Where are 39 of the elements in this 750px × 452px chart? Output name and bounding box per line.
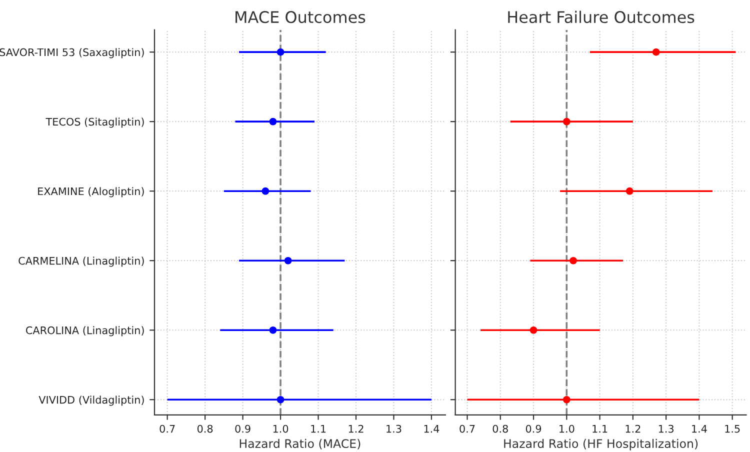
x-tick-label: 1.1 [592, 424, 608, 433]
x-tick-label: 1.5 [725, 424, 740, 433]
x-axis-title: Hazard Ratio (MACE) [240, 438, 360, 450]
point [269, 326, 277, 334]
x-tick-label: 1.2 [348, 424, 364, 433]
point [269, 118, 277, 126]
point [562, 396, 570, 404]
x-tick-label: 0.9 [526, 424, 542, 433]
chart-title: MACE Outcomes [236, 11, 366, 24]
x-tick-label: 0.8 [492, 424, 508, 433]
x-tick-label: 0.7 [160, 424, 175, 433]
chart-title: Heart Failure Outcomes [508, 10, 694, 24]
point [276, 396, 284, 404]
x-tick-label: 1.3 [386, 424, 402, 433]
y-tick-label: TECOS (Sitagliptin) [46, 118, 144, 128]
x-tick-label: 1.3 [658, 424, 674, 433]
x-tick-label: 1.0 [273, 424, 288, 433]
x-tick-label: 1.4 [424, 424, 440, 433]
point [626, 187, 634, 195]
x-tick-label: 1.0 [560, 424, 574, 433]
x-tick-label: 0.7 [460, 424, 475, 433]
x-tick-label: 1.2 [626, 424, 640, 433]
x-tick-label: 0.9 [235, 424, 250, 433]
y-tick-label: EXAMINE (Alogliptin) [38, 187, 144, 198]
y-tick-label: SAVOR-TIMI 53 (Saxagliptin) [0, 48, 144, 58]
point [530, 326, 538, 334]
point [284, 256, 292, 264]
point [562, 118, 570, 126]
y-tick-label: CAROLINA (Linagliptin) [26, 326, 144, 336]
x-tick-label: 0.8 [197, 424, 213, 433]
point [276, 48, 284, 56]
point [570, 256, 577, 264]
x-tick-label: 1.4 [692, 424, 707, 433]
x-tick-label: 1.1 [311, 424, 326, 433]
point [652, 48, 660, 56]
point [262, 187, 270, 195]
y-tick-label: VIVIDD (Vildagliptin) [38, 396, 144, 406]
y-tick-label: CARMELINA (Linagliptin) [18, 256, 144, 267]
x-axis-title: Hazard Ratio (HF Hospitalization) [504, 438, 698, 450]
